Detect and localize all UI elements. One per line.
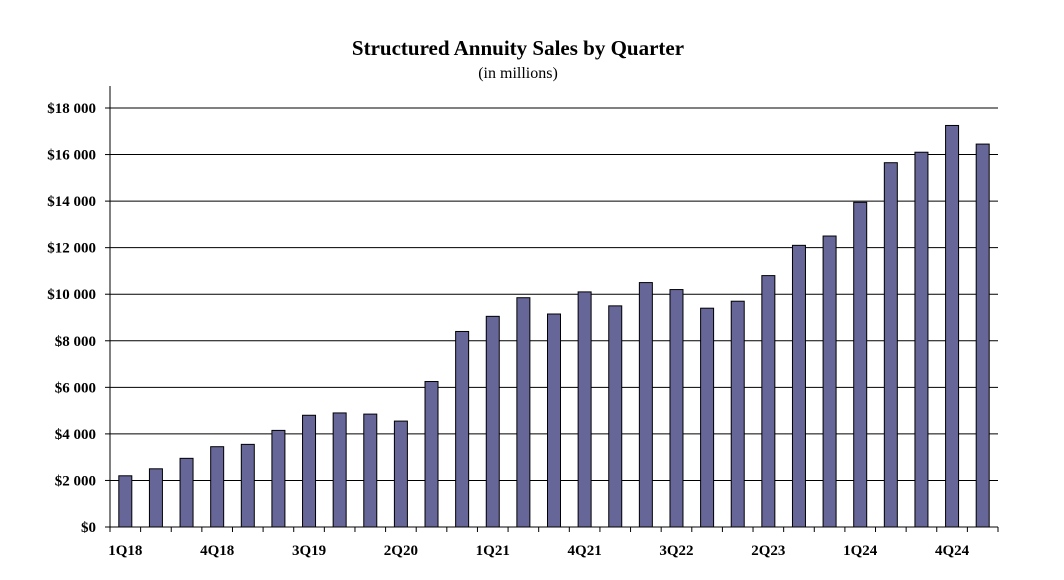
y-tick-label: $16 000: [47, 148, 96, 164]
bar: [271, 429, 286, 528]
bar: [975, 143, 990, 528]
y-tick-label: $2 000: [55, 473, 96, 489]
y-tick-label: $10 000: [47, 287, 96, 303]
bar: [914, 151, 929, 528]
y-tick-label: $12 000: [47, 241, 96, 257]
bar: [577, 291, 592, 528]
bar: [302, 414, 317, 528]
bar: [516, 297, 531, 528]
y-tick-label: $0: [81, 520, 96, 536]
chart-title: Structured Annuity Sales by Quarter: [351, 36, 685, 60]
y-tick-label: $18 000: [47, 101, 96, 117]
bar: [210, 446, 225, 528]
bar: [148, 468, 163, 528]
bar: [363, 413, 378, 528]
x-tick-label: 1Q24: [843, 543, 878, 559]
x-tick-label: 4Q24: [935, 543, 970, 559]
x-tick-label: 1Q18: [108, 543, 142, 559]
bar: [730, 300, 745, 528]
bar: [638, 282, 653, 528]
bar: [669, 289, 684, 528]
x-tick-label: 4Q18: [200, 543, 234, 559]
bar: [761, 275, 776, 528]
bar: [883, 162, 898, 528]
bar: [791, 244, 806, 528]
bar: [118, 475, 133, 528]
y-tick-label: $14 000: [47, 194, 96, 210]
bar: [393, 420, 408, 528]
y-tick-label: $8 000: [55, 334, 96, 350]
bar: [485, 315, 500, 528]
bar: [945, 124, 960, 528]
bar: [455, 330, 470, 528]
y-tick-label: $4 000: [55, 427, 96, 443]
bar: [853, 201, 868, 528]
bar: [240, 443, 255, 528]
bar: [608, 305, 623, 528]
bar: [179, 457, 194, 528]
bar: [822, 235, 837, 528]
bar: [332, 412, 347, 528]
x-tick-label: 4Q21: [568, 543, 602, 559]
bar: [424, 381, 439, 528]
chart-subtitle: (in millions): [478, 65, 558, 82]
x-tick-label: 2Q20: [384, 543, 418, 559]
x-tick-label: 1Q21: [476, 543, 510, 559]
bar: [700, 307, 715, 528]
x-tick-label: 3Q19: [292, 543, 326, 559]
x-tick-label: 2Q23: [751, 543, 785, 559]
bar: [547, 313, 561, 528]
x-tick-label: 3Q22: [659, 543, 693, 559]
y-tick-label: $6 000: [55, 380, 96, 396]
